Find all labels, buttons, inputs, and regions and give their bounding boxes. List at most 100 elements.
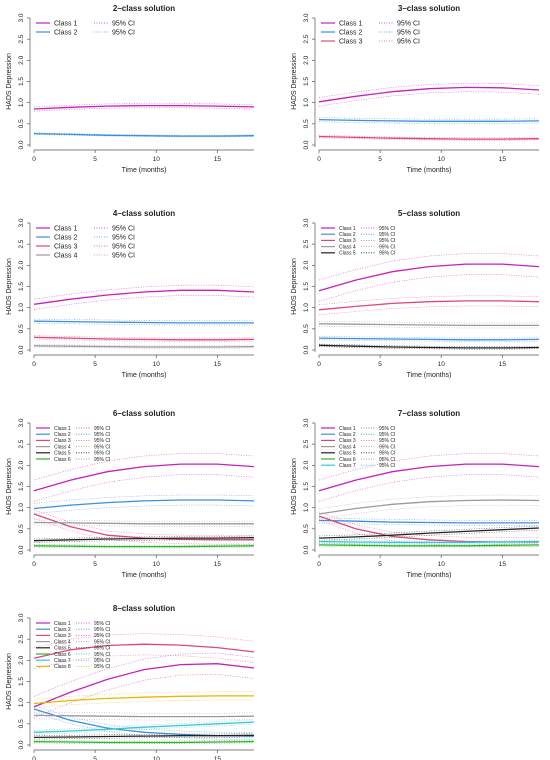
legend-ci-label: 95% CI [397,29,420,36]
ci-lower-class-5 [318,346,540,350]
x-axis-label: Time (months) [122,572,167,579]
legend-ci-label: 95% CI [379,463,395,469]
ci-lower-class-6 [33,742,255,745]
ci-lower-class-5 [318,529,540,541]
y-tick-label: 0.5 [303,119,310,128]
chart-panel-6: 7–class solution 0.0 0.5 1.0 1.5 2.0 2.5 3.0 0 5 1… [291,409,540,579]
series-line-class-1 [33,104,255,110]
ci-lower-class-2 [318,522,539,526]
ci-lower-class-1 [33,295,255,310]
legend-ci-label: 95% CI [112,234,135,241]
legend-ci-label: 95% CI [379,438,395,444]
legend-label-class-3: Class 3 [339,38,362,45]
legend-ci-label: 95% CI [94,438,110,444]
legend-label-class-3: Class 3 [54,438,71,444]
series-line-class-1 [33,463,255,492]
y-tick-label: 0.5 [18,524,25,533]
legend-label-class-3: Class 3 [339,238,356,244]
ci-lower-class-6 [33,546,255,549]
legend-ci-label: 95% CI [94,664,110,670]
legend-ci-label: 95% CI [379,244,395,250]
x-tick-label: 5 [378,561,382,568]
y-tick-label: 3.0 [303,218,310,227]
x-tick-label: 10 [438,561,446,568]
series-line-class-2 [318,519,539,524]
ci-upper-class-3 [318,295,540,305]
ci-upper-class-2 [318,517,539,521]
ci-upper-class-1 [318,453,540,481]
y-tick-label: 0.5 [303,324,310,333]
chart-panel-1: 2–class solution 0.0 0.5 1.0 1.5 2.0 2.5 3.0 0 5 1… [6,4,255,174]
ci-upper-class-7 [33,719,255,731]
ci-upper-class-4 [318,494,540,510]
ci-upper-class-1 [33,284,255,300]
ci-lower-class-6 [318,545,540,548]
chart-title: 3–class solution [398,4,460,13]
y-tick-label: 3.0 [18,13,25,22]
y-tick-label: 0.5 [18,719,25,728]
ci-upper-class-2 [318,117,540,120]
series-line-class-1 [33,289,255,305]
ci-lower-class-3 [33,338,255,342]
ci-lower-class-2 [318,121,540,124]
legend-label-class-6: Class 6 [54,652,71,658]
series-line-class-5 [318,527,540,539]
series-line-class-5 [33,537,255,542]
y-tick-label: 0.0 [18,545,25,554]
legend-label-class-5: Class 5 [339,451,356,457]
ci-upper-class-7 [318,540,540,542]
legend-label-class-4: Class 4 [339,444,356,450]
y-tick-label: 0.5 [18,324,25,333]
chart-panel-3: 4–class solution 0.0 0.5 1.0 1.5 2.0 2.5 3.0 0 5 1… [6,209,255,379]
ci-lower-class-1 [33,474,255,502]
series-line-class-7 [318,540,540,544]
legend-ci-label: 95% CI [94,639,110,645]
legend-ci-label: 95% CI [397,20,420,27]
series-line-class-6 [33,545,255,548]
legend-ci-label: 95% CI [94,451,110,457]
ci-upper-class-3 [33,633,255,648]
legend-label-class-6: Class 6 [339,457,356,463]
y-axis-label: HADS Depression [291,258,298,315]
ci-lower-class-4 [33,718,255,721]
legend-label-class-1: Class 1 [54,621,71,627]
y-tick-label: 2.5 [18,34,25,43]
legend-ci-label: 95% CI [379,432,395,438]
x-tick-label: 5 [93,561,97,568]
series-line-class-8 [33,695,254,705]
legend-ci-label: 95% CI [379,238,395,244]
ci-upper-class-3 [318,135,540,139]
y-tick-label: 0.0 [18,345,25,354]
y-tick-label: 1.0 [303,303,310,312]
legend-label-class-5: Class 5 [54,451,71,457]
x-axis-label: Time (months) [407,372,452,379]
x-axis-label: Time (months) [122,167,167,174]
x-tick-label: 10 [153,361,161,368]
y-tick-label: 1.0 [303,503,310,512]
legend-ci-label: 95% CI [397,38,420,45]
ci-lower-class-5 [33,736,255,740]
series-line-class-6 [318,544,540,547]
legend-label-class-2: Class 2 [54,627,71,633]
y-tick-label: 1.0 [18,98,25,107]
ci-upper-class-6 [33,544,255,546]
y-tick-label: 0.0 [303,345,310,354]
x-tick-label: 10 [153,156,161,163]
x-tick-label: 5 [378,156,382,163]
x-tick-label: 0 [32,561,36,568]
y-tick-label: 1.5 [18,677,25,686]
x-tick-label: 5 [378,361,382,368]
y-tick-label: 2.5 [18,634,25,643]
ci-lower-class-3 [33,518,254,545]
y-tick-label: 0.0 [303,140,310,149]
legend-ci-label: 95% CI [112,243,135,250]
legend: Class 1 95% CI Class 2 95% CI Class 3 95% CI [321,20,420,45]
y-tick-label: 2.5 [303,439,310,448]
series-line-class-2 [33,320,254,324]
ci-lower-class-7 [318,542,540,544]
ci-upper-class-2 [318,336,540,339]
legend-ci-label: 95% CI [379,457,395,463]
legend-label-class-7: Class 7 [339,463,356,469]
legend-label-class-2: Class 2 [54,234,77,241]
